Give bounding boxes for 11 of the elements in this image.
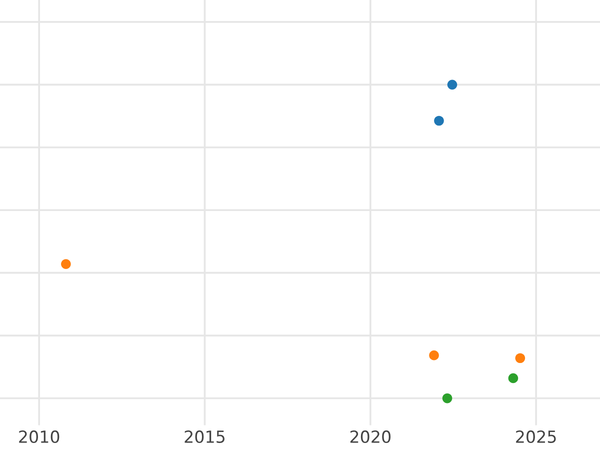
point (429, 350, 439, 360)
point (508, 373, 518, 384)
x-tick-label: 2025 (516, 430, 556, 444)
point (515, 353, 526, 364)
point (442, 393, 452, 404)
point (61, 259, 71, 269)
x-tick-label: 2015 (184, 430, 224, 444)
point (434, 116, 444, 126)
x-tick-label: 2010 (19, 430, 60, 444)
x-tick-label: 2020 (350, 430, 391, 444)
point (447, 80, 458, 90)
